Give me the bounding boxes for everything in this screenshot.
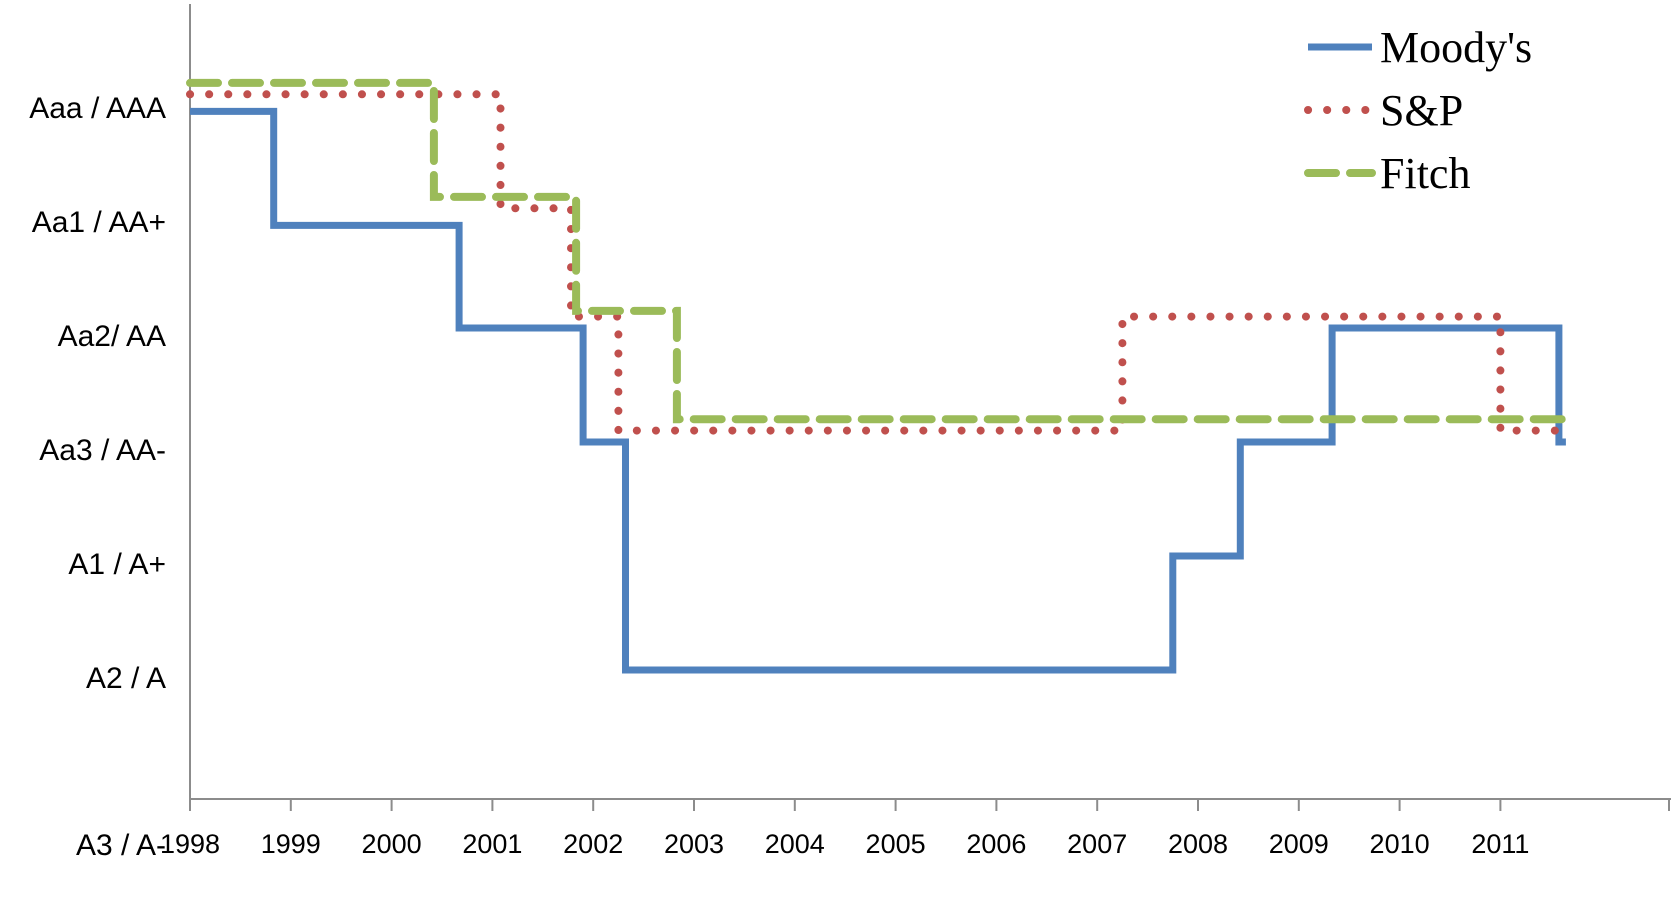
series-lines bbox=[186, 78, 1570, 674]
x-axis-tick-labels: 1998 1999 2000 2001 2002 2003 2004 2005 2006 2007… bbox=[160, 829, 1529, 859]
legend-label-s-p: S&P bbox=[1380, 86, 1463, 135]
series-line-s-p bbox=[186, 90, 1570, 435]
legend-label-moody-s: Moody's bbox=[1380, 23, 1532, 72]
x-tick-label-2002: 2002 bbox=[563, 829, 623, 859]
x-tick-label-1999: 1999 bbox=[261, 829, 321, 859]
legend: Moody's S&P Fitch bbox=[1304, 23, 1532, 198]
x-tick-label-2005: 2005 bbox=[866, 829, 926, 859]
y-tick-label-5: A2 / A bbox=[86, 662, 166, 695]
y-tick-label-0: Aaa / AAA bbox=[29, 92, 166, 125]
y-axis-tick-labels: Aaa / AAA Aa1 / AA+ Aa2/ AA Aa3 / AA- A1 / A… bbox=[29, 92, 166, 862]
series-line-fitch bbox=[186, 78, 1570, 424]
series-line-moody-s bbox=[190, 107, 1566, 674]
y-tick-label-6: A3 / A- bbox=[76, 829, 166, 862]
x-axis-ticks bbox=[189, 799, 1670, 811]
legend-label-fitch: Fitch bbox=[1380, 149, 1470, 198]
x-tick-label-2001: 2001 bbox=[462, 829, 522, 859]
x-tick-label-2010: 2010 bbox=[1370, 829, 1430, 859]
x-tick-label-2009: 2009 bbox=[1269, 829, 1329, 859]
y-tick-label-4: A1 / A+ bbox=[68, 548, 166, 581]
x-tick-label-2003: 2003 bbox=[664, 829, 724, 859]
x-tick-label-2000: 2000 bbox=[362, 829, 422, 859]
axes bbox=[189, 4, 1671, 800]
y-tick-label-1: Aa1 / AA+ bbox=[32, 206, 166, 239]
y-tick-label-3: Aa3 / AA- bbox=[39, 434, 166, 467]
x-tick-label-2007: 2007 bbox=[1067, 829, 1127, 859]
x-tick-label-2008: 2008 bbox=[1168, 829, 1228, 859]
x-tick-label-2006: 2006 bbox=[966, 829, 1026, 859]
x-tick-label-2011: 2011 bbox=[1471, 829, 1529, 859]
x-tick-label-1998: 1998 bbox=[160, 829, 220, 859]
y-tick-label-2: Aa2/ AA bbox=[58, 320, 166, 353]
x-tick-label-2004: 2004 bbox=[765, 829, 825, 859]
